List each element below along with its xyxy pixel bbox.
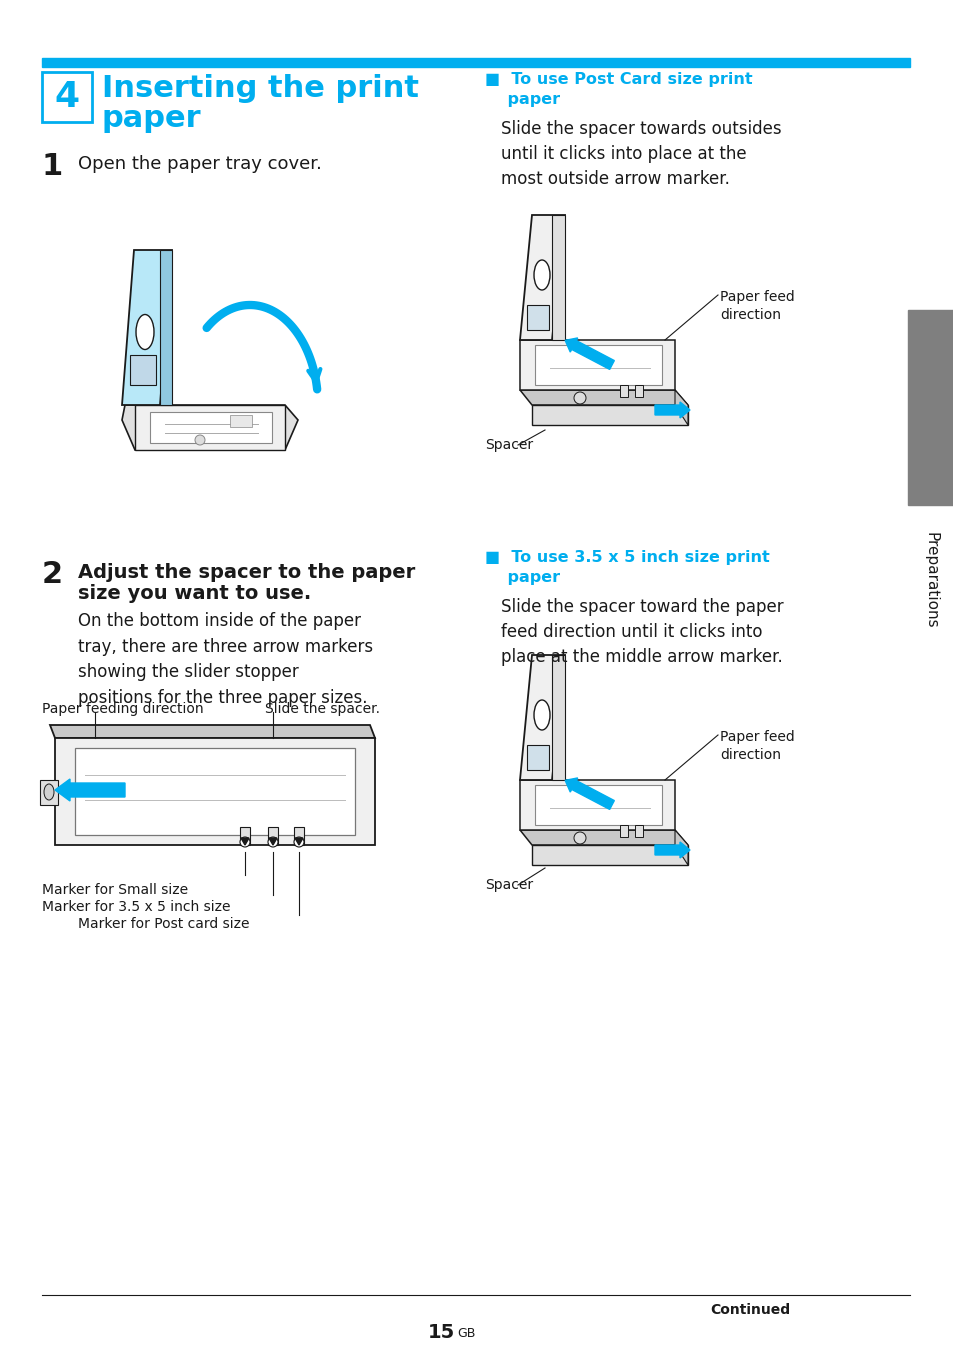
- Polygon shape: [519, 780, 675, 830]
- FancyArrow shape: [55, 779, 125, 800]
- Bar: [635, 825, 642, 837]
- Bar: [526, 306, 548, 330]
- Bar: [42, 72, 91, 122]
- Polygon shape: [294, 838, 303, 845]
- Bar: [240, 827, 250, 845]
- Text: Marker for Small size: Marker for Small size: [42, 883, 188, 896]
- Circle shape: [268, 837, 277, 846]
- Text: 2: 2: [42, 560, 63, 589]
- Ellipse shape: [534, 260, 550, 289]
- Text: Continued: Continued: [709, 1303, 789, 1317]
- Polygon shape: [519, 830, 687, 845]
- Polygon shape: [150, 412, 272, 443]
- Bar: [294, 827, 304, 845]
- Polygon shape: [519, 389, 687, 406]
- Bar: [230, 415, 252, 427]
- Text: Paper feeding direction: Paper feeding direction: [42, 702, 203, 717]
- Polygon shape: [519, 339, 675, 389]
- Text: 4: 4: [54, 80, 79, 114]
- Polygon shape: [50, 725, 375, 738]
- Text: paper: paper: [484, 571, 559, 585]
- Text: paper: paper: [102, 104, 201, 132]
- Text: size you want to use.: size you want to use.: [78, 584, 311, 603]
- Polygon shape: [122, 406, 297, 450]
- Polygon shape: [532, 845, 687, 865]
- FancyArrow shape: [655, 842, 689, 859]
- Polygon shape: [135, 406, 285, 450]
- Text: Marker for Post card size: Marker for Post card size: [78, 917, 250, 932]
- Text: Paper feed
direction: Paper feed direction: [720, 289, 794, 322]
- Polygon shape: [552, 215, 564, 339]
- Bar: [40, 780, 58, 804]
- FancyArrow shape: [564, 338, 614, 369]
- Bar: [635, 385, 642, 397]
- Text: Adjust the spacer to the paper: Adjust the spacer to the paper: [78, 562, 415, 581]
- Text: Marker for 3.5 x 5 inch size: Marker for 3.5 x 5 inch size: [42, 900, 231, 914]
- Polygon shape: [160, 250, 172, 406]
- Circle shape: [194, 435, 205, 445]
- Text: 15: 15: [427, 1324, 455, 1343]
- Ellipse shape: [44, 784, 54, 800]
- Text: Preparations: Preparations: [923, 531, 938, 629]
- Text: Inserting the print: Inserting the print: [102, 74, 418, 103]
- Polygon shape: [519, 654, 564, 780]
- FancyArrow shape: [564, 777, 614, 810]
- Bar: [130, 356, 156, 385]
- Text: Slide the spacer towards outsides
until it clicks into place at the
most outside: Slide the spacer towards outsides until …: [500, 120, 781, 188]
- Text: Spacer: Spacer: [484, 438, 533, 452]
- Text: Spacer: Spacer: [484, 877, 533, 892]
- Polygon shape: [675, 389, 687, 425]
- Circle shape: [240, 837, 250, 846]
- Text: ■  To use 3.5 x 5 inch size print: ■ To use 3.5 x 5 inch size print: [484, 550, 769, 565]
- Bar: [619, 385, 627, 397]
- Text: paper: paper: [484, 92, 559, 107]
- Polygon shape: [532, 406, 687, 425]
- Polygon shape: [75, 748, 355, 836]
- Ellipse shape: [534, 700, 550, 730]
- Text: GB: GB: [456, 1328, 475, 1340]
- Circle shape: [294, 837, 304, 846]
- Circle shape: [574, 392, 585, 404]
- Polygon shape: [241, 838, 249, 845]
- Circle shape: [574, 831, 585, 844]
- Bar: [268, 827, 277, 845]
- Text: Open the paper tray cover.: Open the paper tray cover.: [78, 155, 321, 173]
- Polygon shape: [269, 838, 276, 845]
- Text: Slide the spacer toward the paper
feed direction until it clicks into
place at t: Slide the spacer toward the paper feed d…: [500, 598, 782, 667]
- Polygon shape: [535, 345, 661, 385]
- Polygon shape: [675, 830, 687, 865]
- Bar: [42, 58, 909, 68]
- Text: 1: 1: [42, 151, 63, 181]
- Text: Slide the spacer.: Slide the spacer.: [265, 702, 379, 717]
- Polygon shape: [122, 250, 172, 406]
- Polygon shape: [55, 738, 375, 845]
- Polygon shape: [519, 215, 564, 339]
- Bar: [907, 310, 953, 506]
- Text: Paper feed
direction: Paper feed direction: [720, 730, 794, 763]
- Text: ■  To use Post Card size print: ■ To use Post Card size print: [484, 72, 752, 87]
- FancyArrow shape: [655, 402, 689, 418]
- Text: On the bottom inside of the paper
tray, there are three arrow markers
showing th: On the bottom inside of the paper tray, …: [78, 612, 373, 707]
- Polygon shape: [552, 654, 564, 780]
- Polygon shape: [535, 786, 661, 825]
- Bar: [526, 745, 548, 771]
- Bar: [619, 825, 627, 837]
- Ellipse shape: [136, 315, 153, 350]
